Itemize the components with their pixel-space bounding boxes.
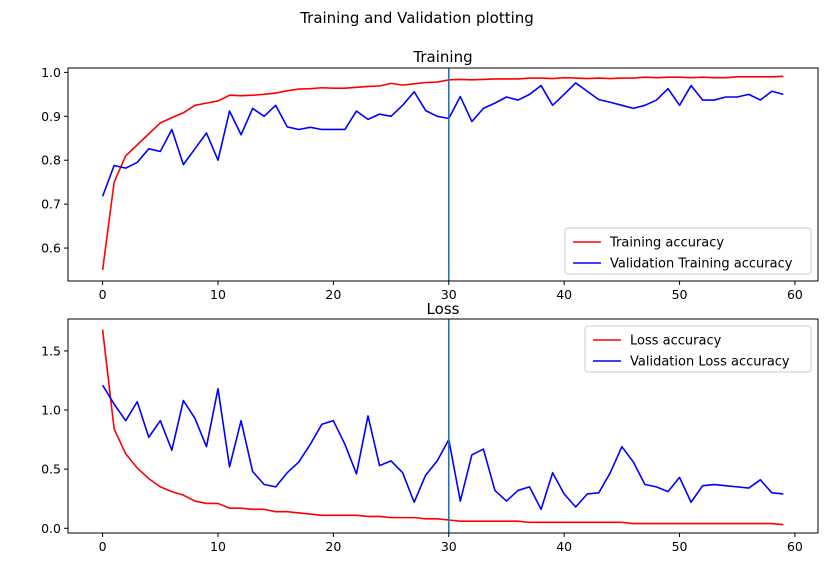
- y-tick-label: 1.0: [41, 403, 61, 418]
- series-line-1: [101, 75, 784, 271]
- x-tick-label: 40: [556, 539, 572, 554]
- x-tick-label: 30: [441, 539, 457, 554]
- y-tick-label: 0.7: [41, 197, 61, 212]
- y-tick-label: 0.6: [41, 241, 61, 256]
- x-tick-label: 60: [787, 539, 803, 554]
- loss-panel: Loss 0 10 20 30 40 50 60 0.0 0.5 1.0 1.5 Loss accura…: [41, 300, 819, 554]
- series-line-2: [101, 82, 784, 197]
- y-tick-label: 0.8: [41, 153, 61, 168]
- figure-suptitle: Training and Validation plotting: [299, 9, 534, 27]
- chart-title: Training: [412, 48, 472, 66]
- x-tick-label: 50: [672, 287, 688, 302]
- x-tick-label: 20: [325, 287, 341, 302]
- x-tick-label: 50: [672, 539, 688, 554]
- legend-label: Loss accuracy: [630, 334, 722, 349]
- x-tick-label: 0: [99, 539, 107, 554]
- chart-title: Loss: [427, 300, 460, 318]
- axes-frame: [67, 67, 819, 282]
- x-tick-label: 10: [210, 287, 226, 302]
- x-tick-label: 60: [787, 287, 803, 302]
- x-tick-label: 20: [325, 539, 341, 554]
- training-panel: Training 0 10 20 30 40 50 60 0.6 0.7 0.8 0.9 1.0 Trai…: [41, 48, 819, 302]
- legend-label: Training accuracy: [609, 236, 724, 251]
- legend-box: [564, 227, 812, 275]
- x-tick-label: 30: [441, 287, 457, 302]
- legend-label: Validation Training accuracy: [610, 257, 793, 272]
- legend-label: Validation Loss accuracy: [630, 355, 790, 370]
- y-tick-label: 0.5: [41, 462, 61, 477]
- legend: Loss accuracy Validation Loss accuracy: [584, 325, 812, 373]
- y-tick-label: 0.0: [41, 521, 61, 536]
- x-tick-label: 10: [210, 539, 226, 554]
- y-tick-label: 1.0: [41, 65, 61, 80]
- series-line-2: [101, 384, 784, 511]
- x-tick-label: 0: [99, 287, 107, 302]
- x-tick-label: 40: [556, 287, 572, 302]
- y-tick-label: 0.9: [41, 109, 61, 124]
- legend: Training accuracy Validation Training acc…: [564, 227, 812, 275]
- axes-frame: [67, 318, 819, 534]
- series-line-1: [101, 329, 784, 526]
- legend-box: [584, 325, 812, 373]
- y-tick-label: 1.5: [41, 343, 61, 358]
